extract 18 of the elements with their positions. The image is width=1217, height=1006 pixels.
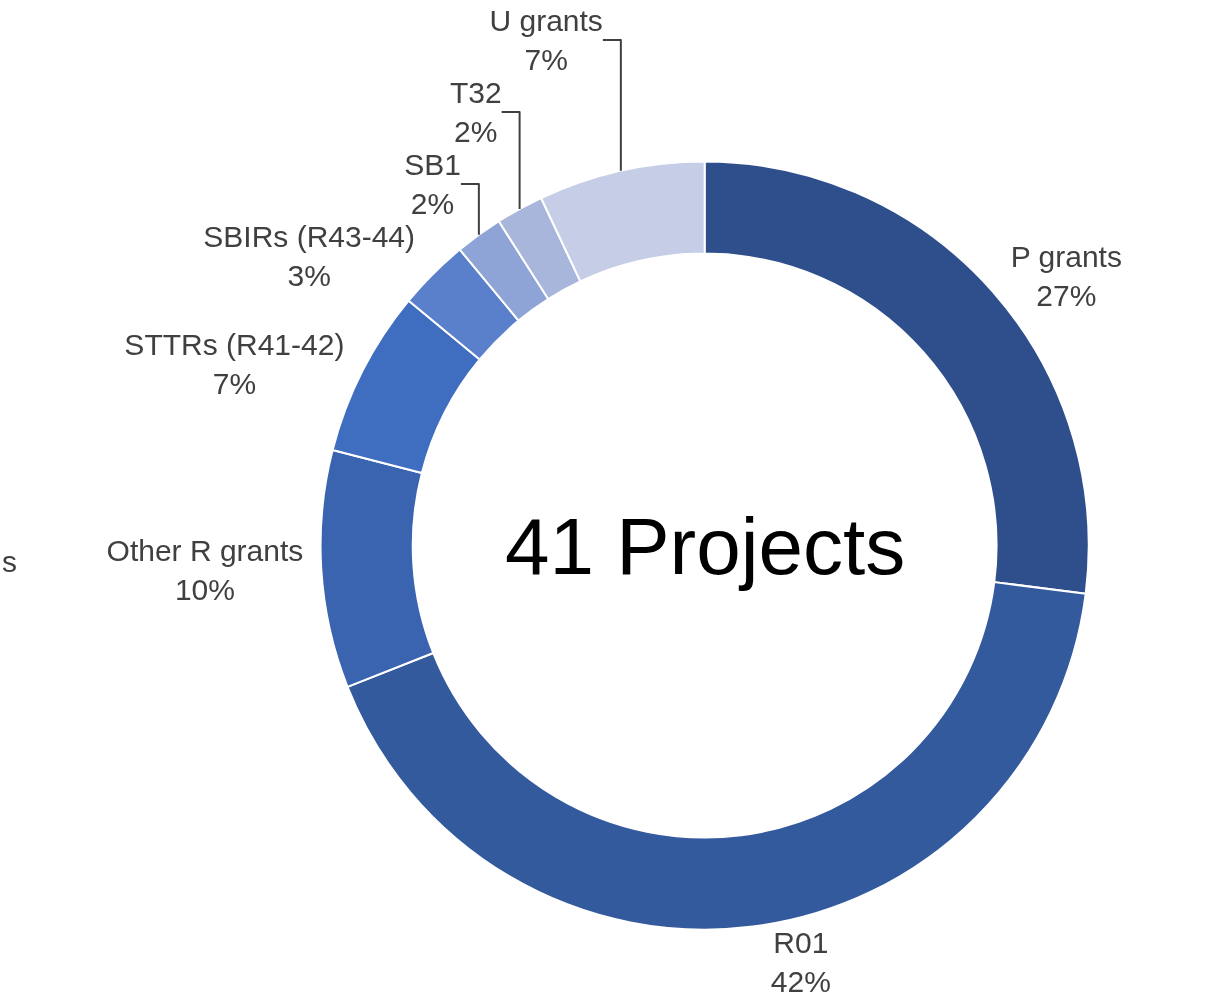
slice-label: R01 bbox=[773, 926, 829, 960]
data-label: 7% bbox=[524, 42, 568, 76]
slice-label: STTRs (R41-42) bbox=[124, 327, 345, 361]
data-label: 2% bbox=[410, 186, 455, 220]
data-label: 27% bbox=[1036, 278, 1097, 312]
slice-label: P grants bbox=[1010, 239, 1122, 273]
slice-label: SB1 bbox=[404, 147, 461, 181]
slice-label: Other R grants bbox=[106, 533, 304, 567]
slice-label: U grants bbox=[489, 3, 603, 37]
data-label: 42% bbox=[770, 965, 831, 999]
text: 41 Projects bbox=[505, 502, 906, 591]
slice-label: SBIRs (R43-44) bbox=[203, 219, 416, 253]
slice-label: T32 bbox=[449, 75, 502, 109]
data-label: 10% bbox=[174, 572, 235, 606]
text: s bbox=[2, 545, 17, 578]
data-label: 7% bbox=[212, 366, 257, 400]
data-label: 3% bbox=[287, 258, 331, 292]
data-label: 2% bbox=[454, 114, 498, 148]
